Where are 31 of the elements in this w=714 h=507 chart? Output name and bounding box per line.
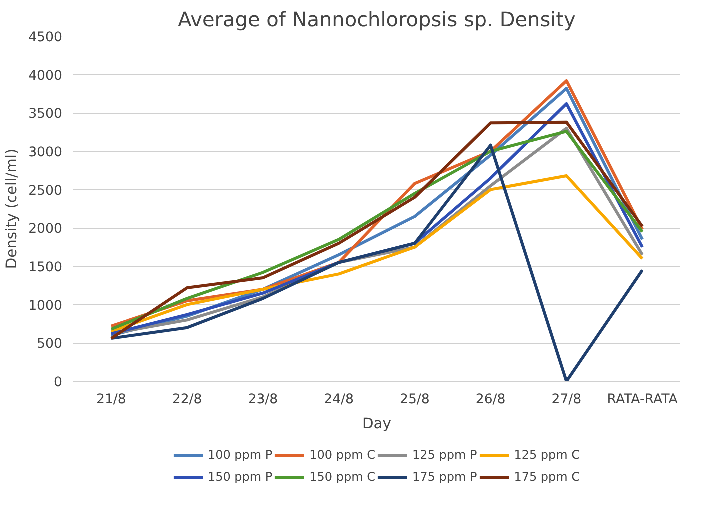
y-tick-label: 3000 (28, 146, 63, 160)
y-axis-title: Density (cell/ml) (4, 148, 21, 270)
legend-label: 100 ppm C (310, 448, 376, 462)
x-tick-label: 27/8 (552, 392, 582, 408)
x-axis-title: Day (362, 416, 392, 432)
y-tick-label: 1000 (28, 298, 63, 314)
line-series (110, 144, 644, 382)
y-tick-label: 3500 (28, 107, 63, 122)
legend-label: 175 ppm P (412, 470, 478, 484)
y-tick-label: 1500 (28, 260, 63, 276)
x-tick-label: RATA-RATA (607, 392, 678, 408)
y-tick-label: 2500 (28, 184, 63, 199)
x-tick-label: 25/8 (400, 392, 430, 408)
legend-label: 125 ppm P (412, 448, 478, 462)
y-tick-label: 500 (37, 337, 63, 352)
legend-label: 150 ppm P (208, 470, 273, 484)
y-tick-label: 0 (54, 376, 63, 390)
y-tick-label: 4500 (28, 30, 63, 46)
y-tick-label: 2000 (28, 222, 63, 238)
legend-label: 125 ppm C (514, 448, 580, 462)
x-tick-label: 26/8 (476, 392, 506, 408)
x-tick-label: 24/8 (324, 392, 354, 408)
x-tick-label: 22/8 (172, 392, 202, 408)
y-tick-label: 4000 (28, 68, 63, 84)
x-tick-label: 21/8 (96, 392, 126, 408)
legend-label: 150 ppm C (310, 470, 376, 484)
line-series (110, 174, 644, 334)
legend-label: 100 ppm P (208, 448, 273, 462)
legend-label: 175 ppm C (514, 470, 580, 484)
x-tick-label: 23/8 (248, 392, 278, 408)
chart-title: Average of Nannochloropsis sp. Density (178, 8, 576, 32)
